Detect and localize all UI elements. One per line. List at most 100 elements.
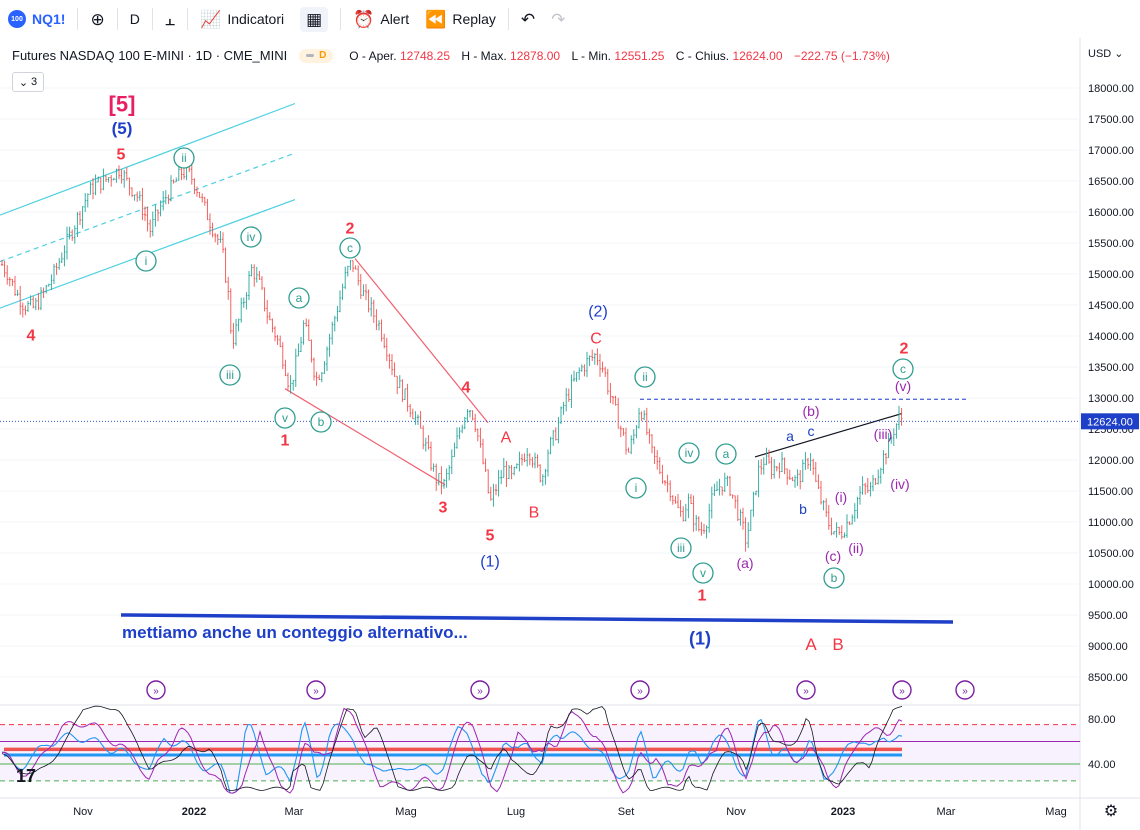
wave-label[interactable]: (b) (802, 403, 819, 419)
wave-circle-marker[interactable] (288, 287, 310, 309)
interval-button[interactable]: D (122, 0, 148, 38)
wave-circle-marker[interactable] (678, 442, 700, 464)
price-tick-label: 9000.00 (1088, 641, 1128, 653)
wave-circle-marker[interactable] (634, 366, 656, 388)
economic-event-icon[interactable] (892, 680, 912, 700)
undo-button[interactable]: ↶ (513, 0, 543, 38)
wave-label[interactable]: (2) (588, 304, 608, 321)
wave-circle-marker[interactable] (715, 443, 737, 465)
wave-circle-marker[interactable] (823, 567, 845, 589)
wave-label[interactable]: c (808, 423, 815, 439)
wave-label[interactable]: (5) (112, 119, 133, 138)
wave-circle-marker[interactable] (670, 537, 692, 559)
trendline[interactable] (354, 258, 489, 424)
currency-label[interactable]: USD ⌄ (1088, 48, 1124, 60)
wave-label[interactable]: (iv) (890, 476, 909, 492)
symbol-name: NQ1! (32, 11, 66, 27)
collapse-indicators-button[interactable]: ⌄ 3 (12, 72, 44, 92)
wave-label[interactable]: 1 (698, 588, 707, 605)
wave-circle-label: c (347, 241, 353, 255)
redo-icon: ↷ (551, 9, 566, 29)
economic-event-icon[interactable] (306, 680, 326, 700)
toolbar-divider (187, 8, 189, 30)
wave-label[interactable]: 4 (27, 328, 36, 345)
plot-area[interactable] (0, 38, 1080, 830)
wave-label[interactable]: 4 (462, 380, 471, 397)
economic-event-icon[interactable] (146, 680, 166, 700)
wave-label[interactable]: (v) (895, 378, 911, 394)
event-arrow-icon: » (477, 686, 483, 697)
wave-circle-marker[interactable] (692, 562, 714, 584)
tradingview-logo[interactable]: 17 (16, 766, 36, 786)
price-axis[interactable] (1080, 38, 1140, 830)
economic-event-icon[interactable] (630, 680, 650, 700)
trendline[interactable] (754, 412, 903, 458)
wave-circle-marker[interactable] (892, 358, 914, 380)
alarm-clock-icon: ⏰ (353, 9, 375, 29)
wave-label[interactable]: (i) (835, 489, 847, 505)
oscillator-signal-line (1, 707, 903, 794)
wave-label[interactable]: b (799, 501, 807, 517)
wave-label[interactable]: 2 (346, 221, 355, 238)
wave-label[interactable]: B (832, 635, 843, 654)
wave-circle-label: b (831, 571, 838, 585)
wave-circle-marker[interactable] (135, 250, 157, 272)
wave-label[interactable]: (iii) (874, 426, 893, 442)
wave-circle-label: v (282, 411, 288, 425)
add-symbol-button[interactable]: ⊕ (82, 0, 112, 38)
price-tick-label: 15000.00 (1088, 269, 1134, 281)
wave-label[interactable]: (a) (736, 555, 753, 571)
wave-label[interactable]: (1) (480, 554, 500, 571)
wave-circle-label: a (296, 291, 303, 305)
wave-label[interactable]: B (529, 505, 540, 522)
time-tick-label: Mar (285, 806, 304, 818)
wave-label[interactable]: A (805, 635, 817, 654)
wave-circle-label: iii (677, 541, 685, 555)
chart-canvas[interactable]: USD ⌄ 18000.00 17500.00 17000.00 16500.00 160… (0, 38, 1140, 830)
economic-event-icon[interactable] (470, 680, 490, 700)
wave-label[interactable]: 3 (439, 500, 448, 517)
change-value: −222.75 (−1.73%) (793, 48, 890, 63)
wave-label[interactable]: 2 (900, 341, 909, 358)
gear-icon[interactable]: ⚙ (1104, 803, 1118, 820)
alert-button[interactable]: ⏰ Alert (345, 0, 417, 38)
trendline[interactable] (284, 388, 446, 486)
oscillator-fast-line (1, 718, 903, 794)
wave-label[interactable]: C (590, 331, 602, 348)
wave-circle-marker[interactable] (339, 237, 361, 259)
wave-label[interactable]: (ii) (848, 540, 864, 556)
replay-button[interactable]: ⏪ Replay (417, 0, 504, 38)
economic-event-icon[interactable] (796, 680, 816, 700)
layout-grid-icon: ▦ (300, 6, 329, 32)
wave-label[interactable]: (c) (825, 548, 841, 564)
open-label: O - Aper. (349, 48, 397, 63)
indicators-button[interactable]: 📈 Indicatori (192, 0, 292, 38)
last-price-tag (1081, 413, 1139, 430)
wave-label[interactable]: A (501, 430, 512, 447)
annotation-text[interactable]: mettiamo anche un conteggio alternativo.… (122, 623, 468, 642)
wave-label[interactable]: 5 (117, 147, 126, 164)
economic-event-icon[interactable] (955, 680, 975, 700)
time-tick-label: Set (618, 806, 635, 818)
symbol-search[interactable]: 100 NQ1! (0, 0, 73, 38)
wave-label[interactable]: 5 (486, 528, 495, 545)
price-tick-label: 14500.00 (1088, 300, 1134, 312)
wave-circle-marker[interactable] (310, 411, 332, 433)
wave-label[interactable]: 1 (281, 433, 290, 450)
wave-circle-marker[interactable] (240, 226, 262, 248)
wave-circle-marker[interactable] (173, 147, 195, 169)
wave-label[interactable]: a (786, 428, 794, 444)
bar-type-button[interactable]: ⫠ (157, 0, 183, 38)
layout-button[interactable]: ▦ (292, 0, 336, 38)
redo-button[interactable]: ↷ (543, 0, 573, 38)
wave-label[interactable]: (1) (689, 628, 711, 648)
wave-circle-label: ii (642, 370, 647, 384)
wave-label[interactable]: [5] (109, 92, 136, 117)
annotation-line[interactable] (120, 613, 954, 624)
price-tick-label: 14000.00 (1088, 331, 1134, 343)
trendline[interactable] (0, 102, 296, 216)
wave-circle-marker[interactable] (625, 477, 647, 499)
wave-circle-marker[interactable] (219, 364, 241, 386)
replay-label: Replay (452, 11, 496, 27)
wave-circle-marker[interactable] (274, 407, 296, 429)
